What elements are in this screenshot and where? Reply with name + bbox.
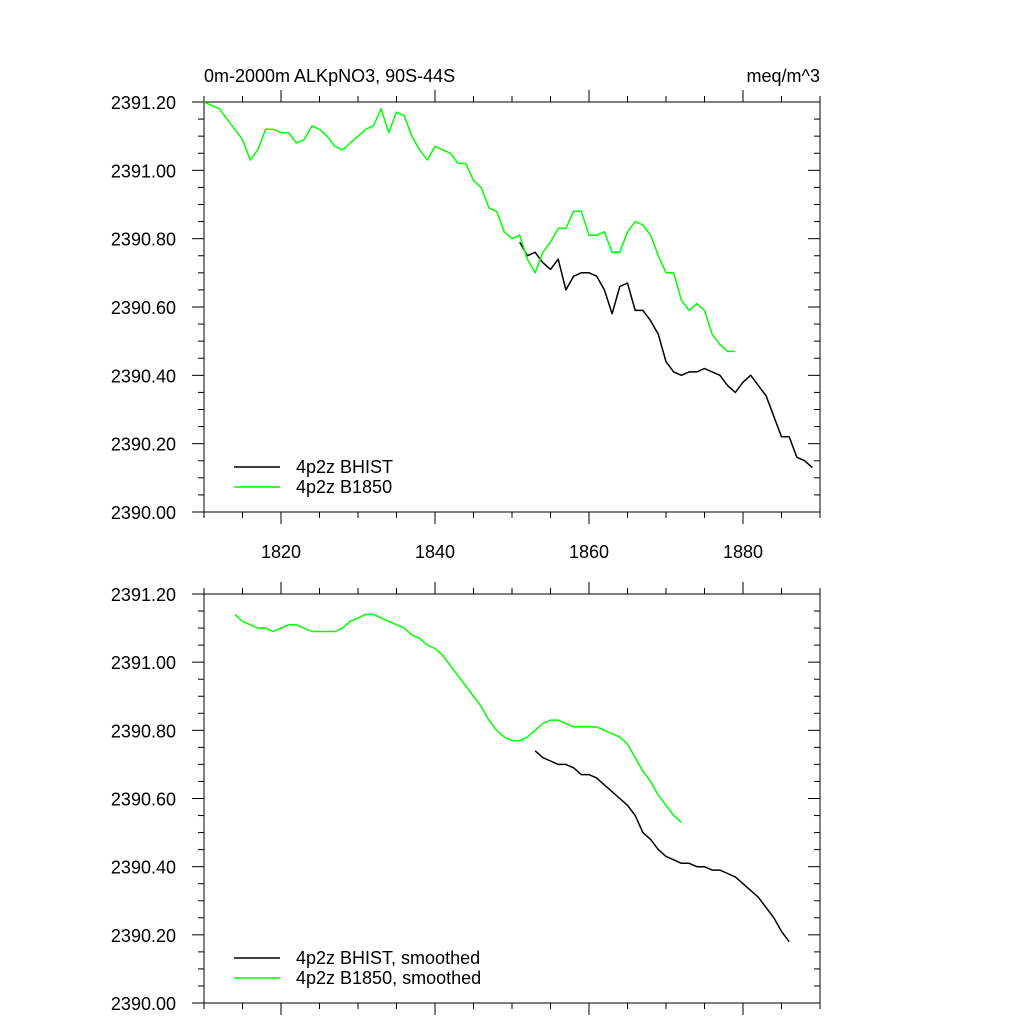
chart-units: meq/m^3 [747,66,820,86]
y-tick-label: 2391.00 [111,161,176,181]
y-tick-label: 2391.20 [111,93,176,113]
y-tick-label: 2390.00 [111,994,176,1014]
x-tick-label: 1880 [723,542,763,562]
x-tick-label: 1820 [261,542,301,562]
x-tick-label: 1840 [415,542,455,562]
chart-title: 0m-2000m ALKpNO3, 90S-44S [204,66,455,86]
y-tick-label: 2391.20 [111,585,176,605]
y-tick-label: 2390.60 [111,790,176,810]
y-tick-label: 2390.20 [111,926,176,946]
top-panel: 2390.00 2390.20 2390.40 2390.60 2390.80 2391.… [111,90,821,562]
series-line [534,750,790,943]
y-tick-label: 2390.80 [111,721,176,741]
y-tick-label: 2390.60 [111,298,176,318]
y-tick-label: 2391.00 [111,653,176,673]
y-tick-label: 2390.40 [111,858,176,878]
series-line [234,613,682,823]
legend-label: 4p2z B1850 [296,477,392,497]
bottom-panel: 2390.00 2390.20 2390.40 2390.60 2390.80 2391.… [111,582,821,1015]
x-tick-label: 1860 [569,542,609,562]
series-line [203,101,736,353]
series-line [519,241,813,469]
y-tick-label: 2390.00 [111,503,176,523]
y-tick-label: 2390.40 [111,366,176,386]
legend-label: 4p2z BHIST, smoothed [296,948,480,968]
y-tick-label: 2390.20 [111,435,176,455]
y-tick-label: 2390.80 [111,230,176,250]
legend-label: 4p2z B1850, smoothed [296,968,481,988]
legend-label: 4p2z BHIST [296,457,393,477]
